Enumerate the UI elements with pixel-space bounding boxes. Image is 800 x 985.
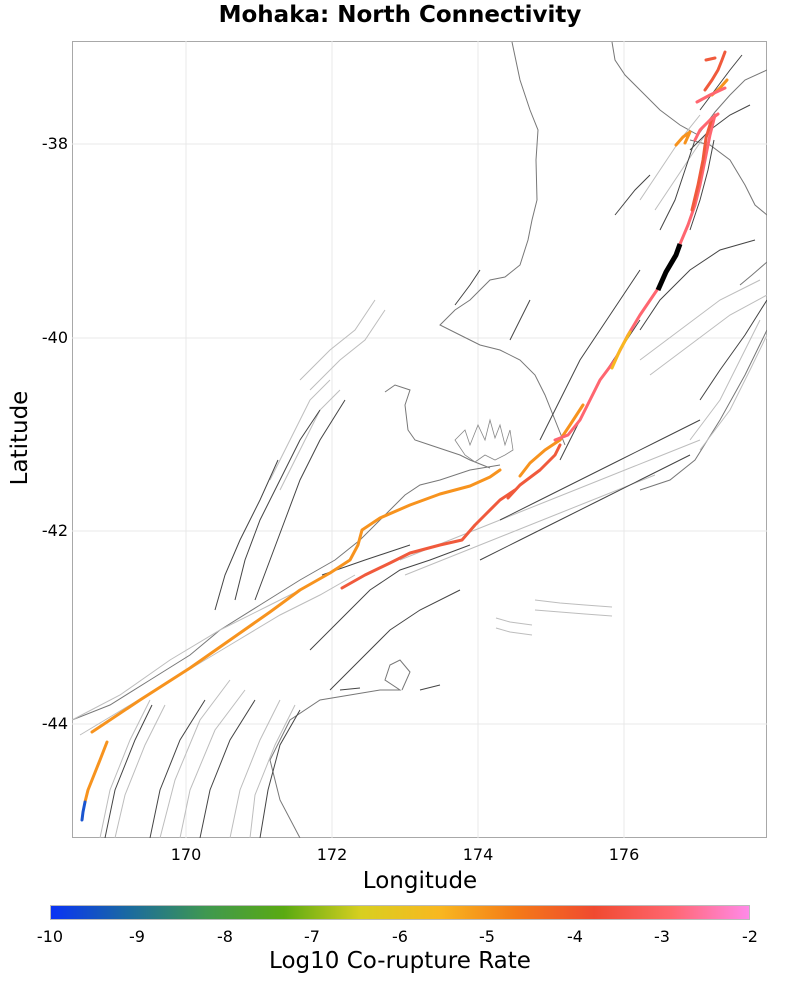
sounds-coast (454, 418, 514, 463)
alpine-southwest-rupture (83, 740, 109, 804)
y-tick-38: -38 (41, 134, 68, 153)
fiordland-rupture (80, 800, 87, 822)
colorbar-tick: -8 (217, 927, 233, 946)
wairarapa-rupture (518, 403, 585, 478)
bop-rupture-5 (695, 86, 727, 104)
y-axis-label: Latitude (7, 390, 33, 486)
x-tick-174: 174 (462, 845, 494, 864)
coastline (72, 41, 767, 838)
colorbar-label: Log10 Co-rupture Rate (269, 948, 531, 974)
y-tick-44: -44 (41, 714, 68, 733)
bop-rupture-6 (704, 56, 717, 62)
x-tick-176: 176 (608, 845, 640, 864)
colorbar-tick: -2 (742, 927, 758, 946)
fault-traces (104, 54, 767, 838)
ndfb-north-rupture-2 (690, 116, 714, 212)
alpine-fault-rupture (90, 468, 502, 734)
ndfb-orange-segment (610, 330, 632, 370)
colorbar-tick: -3 (654, 927, 670, 946)
colorbar-tick: -5 (479, 927, 495, 946)
bop-rupture-3 (703, 50, 727, 92)
colorbar (50, 905, 750, 920)
rupture-traces (80, 50, 729, 822)
chart-title: Mohaka: North Connectivity (218, 2, 582, 28)
gridlines (72, 41, 767, 838)
ndfb-north-rupture (678, 113, 717, 246)
colorbar-tick: -7 (304, 927, 320, 946)
plot-area (72, 41, 767, 838)
colorbar-tick: -6 (392, 927, 408, 946)
bop-rupture-2 (693, 112, 720, 142)
mohaka-source-fault (655, 243, 683, 292)
colorbar-tick: -10 (36, 927, 64, 946)
x-tick-172: 172 (316, 845, 348, 864)
y-tick-42: -42 (41, 521, 68, 540)
wellington-rupture (506, 443, 562, 500)
x-axis-label: Longitude (362, 868, 478, 894)
hope-rupture (340, 488, 517, 590)
x-tick-170: 170 (170, 845, 202, 864)
colorbar-tick: -4 (567, 927, 583, 946)
colorbar-tick: -9 (129, 927, 145, 946)
bop-rupture-1 (674, 130, 692, 147)
ndfb-south-rupture (553, 288, 659, 442)
y-tick-40: -40 (41, 328, 68, 347)
